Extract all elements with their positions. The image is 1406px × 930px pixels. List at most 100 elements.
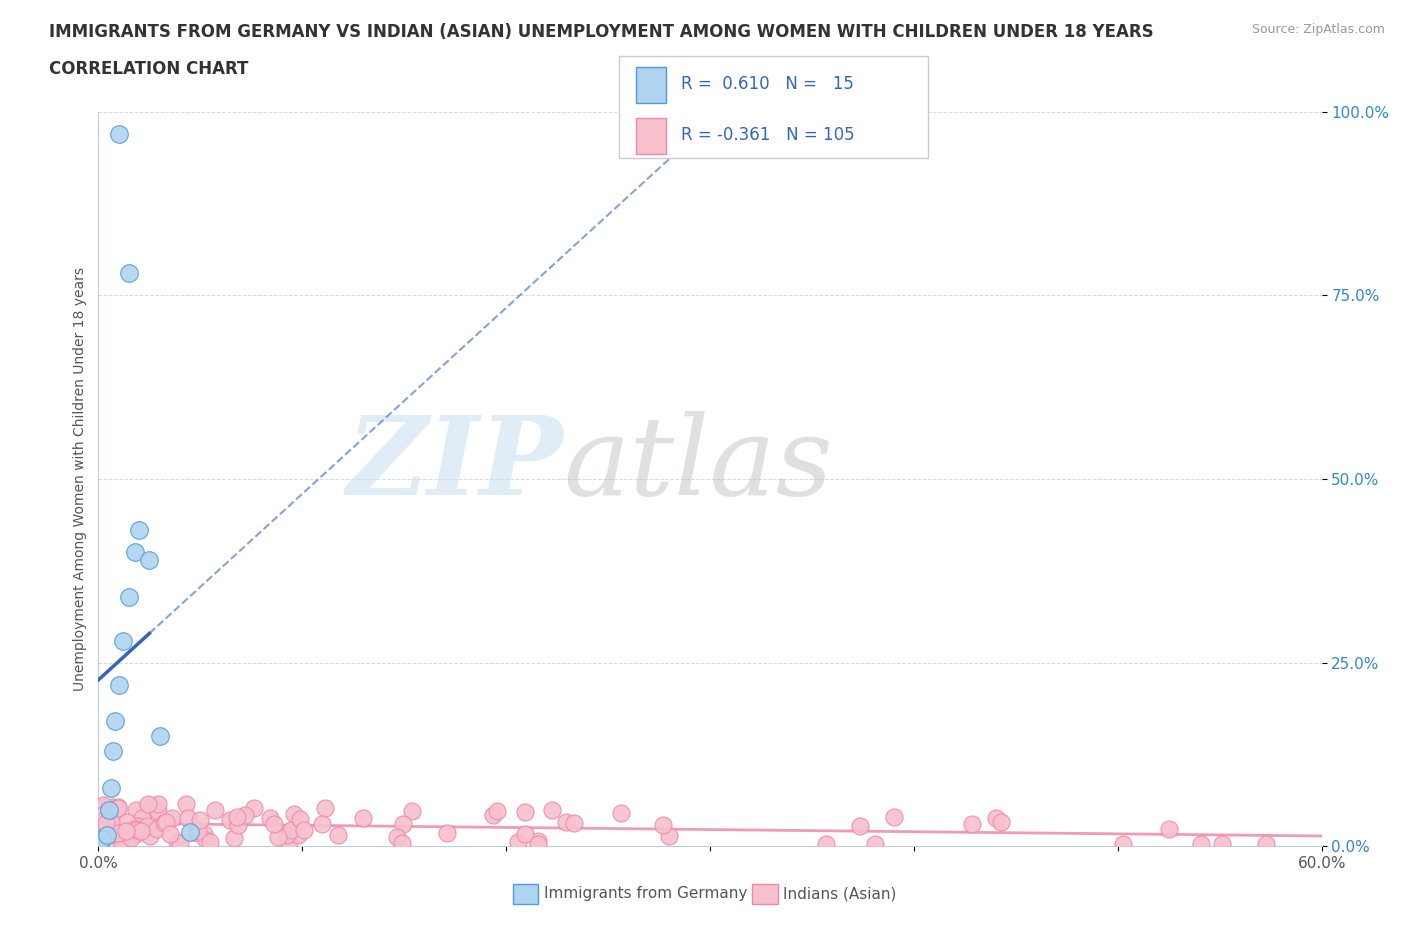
Point xyxy=(118,589,141,604)
Point xyxy=(311,817,333,831)
Point xyxy=(259,810,281,825)
Point xyxy=(91,797,114,812)
Point xyxy=(883,809,905,824)
Point xyxy=(129,824,152,839)
Point xyxy=(436,826,458,841)
Point xyxy=(101,799,124,814)
Point xyxy=(111,633,134,648)
Point xyxy=(562,816,585,830)
Point xyxy=(160,811,183,826)
Point xyxy=(849,818,872,833)
Point xyxy=(287,828,309,843)
Point xyxy=(226,817,249,832)
Point xyxy=(1254,837,1277,852)
Point xyxy=(97,803,120,817)
Point xyxy=(1112,837,1135,852)
Text: R =  0.610   N =   15: R = 0.610 N = 15 xyxy=(681,75,853,93)
Point xyxy=(387,830,409,844)
Point xyxy=(326,828,349,843)
Point xyxy=(89,835,111,850)
Y-axis label: Unemployment Among Women with Children Under 18 years: Unemployment Among Women with Children U… xyxy=(73,267,87,691)
Point xyxy=(233,807,256,822)
Point xyxy=(135,819,157,834)
Text: Immigrants from Germany: Immigrants from Germany xyxy=(544,886,748,901)
Text: ZIP: ZIP xyxy=(347,410,564,518)
Point xyxy=(128,523,150,538)
Point xyxy=(121,823,143,838)
Point xyxy=(90,800,112,815)
Point xyxy=(219,812,242,827)
Point xyxy=(111,835,134,850)
Point xyxy=(508,835,530,850)
Point xyxy=(179,824,201,839)
Point xyxy=(117,815,139,830)
Point xyxy=(141,798,163,813)
Point xyxy=(610,805,633,820)
Point xyxy=(166,834,188,849)
Point xyxy=(159,827,181,842)
Point xyxy=(174,796,197,811)
Point xyxy=(100,803,122,817)
Point xyxy=(1157,822,1180,837)
Point xyxy=(652,817,675,832)
Point xyxy=(111,826,134,841)
Point xyxy=(283,807,305,822)
Point xyxy=(200,835,222,850)
Point xyxy=(226,809,249,824)
Point xyxy=(280,823,302,838)
Point xyxy=(138,829,160,844)
Point xyxy=(101,827,124,842)
Point xyxy=(515,827,537,842)
Text: CORRELATION CHART: CORRELATION CHART xyxy=(49,60,249,78)
Point xyxy=(145,819,167,834)
Text: Indians (Asian): Indians (Asian) xyxy=(783,886,897,901)
Point xyxy=(146,797,169,812)
Point xyxy=(267,830,290,844)
Point xyxy=(124,822,146,837)
Point xyxy=(124,545,146,560)
Point xyxy=(93,829,115,844)
Point xyxy=(392,817,415,831)
Point xyxy=(193,827,215,842)
Point xyxy=(527,836,550,851)
Point xyxy=(101,743,124,758)
Text: atlas: atlas xyxy=(564,410,832,518)
Point xyxy=(176,811,198,826)
Text: R = -0.361   N = 105: R = -0.361 N = 105 xyxy=(681,126,853,144)
Point xyxy=(120,830,142,845)
Point xyxy=(243,801,266,816)
Point xyxy=(91,831,114,846)
Point xyxy=(146,804,169,818)
Point xyxy=(515,804,537,819)
Point xyxy=(136,797,159,812)
Point xyxy=(292,822,315,837)
Point xyxy=(145,821,167,836)
Point xyxy=(486,804,509,818)
Point xyxy=(93,807,115,822)
Point xyxy=(278,835,301,850)
Point xyxy=(107,825,129,840)
Point xyxy=(100,814,122,829)
Point xyxy=(108,677,131,692)
Point xyxy=(96,816,118,830)
Point xyxy=(107,826,129,841)
Point xyxy=(222,831,245,846)
Point xyxy=(100,780,122,795)
Point xyxy=(115,831,138,846)
Point xyxy=(814,837,837,852)
Point xyxy=(155,815,177,830)
Point xyxy=(195,833,218,848)
Point xyxy=(125,818,148,833)
Point xyxy=(118,266,141,281)
Point xyxy=(401,804,423,818)
Point xyxy=(290,812,312,827)
Point xyxy=(138,552,160,567)
Point xyxy=(100,815,122,830)
Point xyxy=(107,799,129,814)
Point xyxy=(352,811,374,826)
Point xyxy=(658,829,681,844)
Point xyxy=(1211,837,1233,852)
Point xyxy=(204,803,226,817)
Point xyxy=(527,833,550,848)
Point xyxy=(188,813,211,828)
